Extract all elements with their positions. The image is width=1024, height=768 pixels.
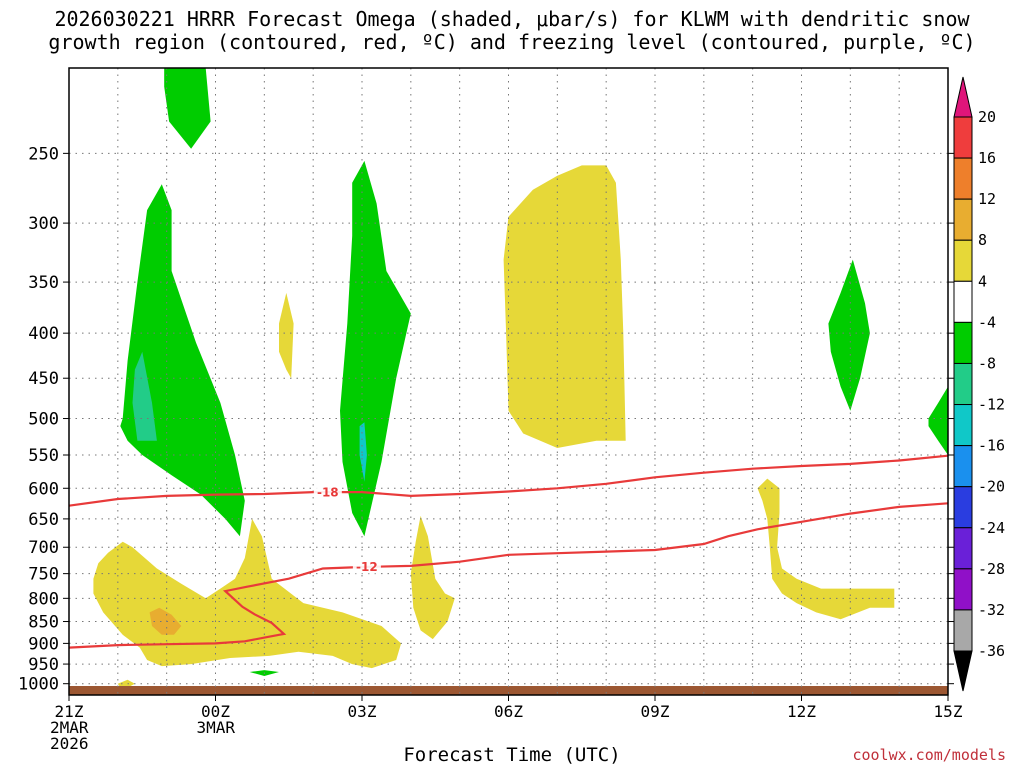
y-tick-label-1000: 1000	[18, 675, 59, 695]
colorbar-swatch-11	[953, 568, 973, 611]
colorbar-swatch-9	[953, 486, 973, 529]
y-axis-pressure-ticks: 2503003504004505005506006507007508008509…	[18, 144, 954, 695]
colorbar-swatch-8	[953, 445, 973, 488]
grid-lines	[69, 68, 948, 695]
omega-region-9	[279, 292, 294, 379]
y-tick-label-850: 850	[28, 613, 59, 633]
colorbar-swatch-3	[953, 239, 973, 282]
contour-line-0	[68, 454, 949, 507]
y-tick-label-800: 800	[28, 589, 59, 609]
y-tick-label-900: 900	[28, 634, 59, 654]
omega-region-1	[120, 184, 245, 537]
omega-shaded-regions	[93, 68, 948, 688]
colorbar-label-11: -28	[978, 560, 1005, 578]
omega-region-3	[340, 160, 411, 537]
omega-region-6	[928, 386, 948, 455]
x-tick-label-1-1: 3MAR	[197, 718, 236, 737]
y-tick-label-700: 700	[28, 538, 59, 558]
colorbar-swatch-6	[953, 362, 973, 406]
chart-title: 2026030221 HRRR Forecast Omega (shaded, …	[0, 8, 1024, 54]
colorbar-label-9: -20	[978, 478, 1005, 496]
source-credit: coolwx.com/models	[852, 746, 1006, 764]
colorbar-label-6: -8	[978, 354, 996, 372]
contour-label-0: -18	[317, 486, 339, 500]
omega-region-8	[503, 165, 626, 448]
colorbar-swatch-7	[953, 404, 973, 447]
y-tick-label-550: 550	[28, 446, 59, 466]
y-tick-label-750: 750	[28, 565, 59, 585]
colorbar-swatch-2	[953, 198, 973, 241]
omega-region-13	[410, 515, 455, 640]
x-tick-label-1-0: 00Z	[201, 702, 230, 721]
colorbar-label-8: -16	[978, 437, 1005, 455]
y-tick-label-350: 350	[28, 273, 59, 293]
colorbar-swatch-0	[953, 116, 973, 159]
x-tick-label-0-1: 2MAR	[50, 718, 89, 737]
x-tick-label-0-2: 2026	[50, 734, 89, 753]
colorbar: 20 16 12 8 4 -4 -8 -12 -16 -20 -24 -28 -32 -36	[953, 76, 1005, 692]
colorbar-label-13: -36	[978, 642, 1005, 660]
x-tick-label-6-0: 15Z	[934, 702, 963, 721]
colorbar-label-4: 4	[978, 272, 987, 290]
colorbar-label-0: 20	[978, 108, 996, 126]
colorbar-swatch-10	[953, 527, 973, 570]
y-tick-label-950: 950	[28, 655, 59, 675]
y-tick-label-250: 250	[28, 144, 59, 164]
colorbar-label-5: -4	[978, 313, 996, 331]
y-tick-label-300: 300	[28, 214, 59, 234]
colorbar-label-7: -12	[978, 396, 1005, 414]
chart-title-line-2: growth region (contoured, red, ºC) and f…	[48, 30, 976, 54]
colorbar-label-1: 16	[978, 149, 996, 167]
temperature-contours: -18 -12	[68, 454, 949, 649]
y-tick-label-400: 400	[28, 324, 59, 344]
colorbar-swatch-4	[953, 280, 973, 323]
colorbar-top-arrow	[953, 76, 973, 118]
omega-region-12	[117, 679, 135, 688]
colorbar-swatch-12	[953, 609, 973, 652]
terrain-ground-strip	[69, 686, 948, 695]
y-tick-label-650: 650	[28, 510, 59, 530]
colorbar-label-2: 12	[978, 190, 996, 208]
contour-label-bg-1	[352, 559, 381, 574]
colorbar-swatch-1	[953, 157, 973, 200]
omega-region-14	[757, 478, 895, 620]
y-tick-label-500: 500	[28, 410, 59, 430]
omega-region-4	[359, 422, 367, 482]
contour-label-bg-0	[313, 485, 342, 500]
y-tick-label-450: 450	[28, 369, 59, 389]
omega-region-0	[164, 68, 211, 149]
colorbar-label-12: -32	[978, 601, 1005, 619]
omega-region-5	[828, 259, 870, 411]
y-tick-label-600: 600	[28, 479, 59, 499]
omega-region-2	[132, 351, 157, 441]
x-tick-label-0-0: 21Z	[55, 702, 84, 721]
colorbar-label-3: 8	[978, 231, 987, 249]
colorbar-swatch-5	[953, 321, 973, 364]
x-tick-label-4-0: 09Z	[641, 702, 670, 721]
colorbar-bottom-arrow	[953, 650, 973, 692]
x-tick-label-2-0: 03Z	[348, 702, 377, 721]
x-axis-title: Forecast Time (UTC)	[403, 744, 621, 766]
omega-region-11	[149, 607, 182, 635]
x-tick-label-5-0: 12Z	[787, 702, 816, 721]
chart-title-line-1: 2026030221 HRRR Forecast Omega (shaded, …	[54, 7, 970, 31]
colorbar-label-10: -24	[978, 519, 1005, 537]
contour-label-1: -12	[356, 560, 378, 574]
x-tick-label-3-0: 06Z	[494, 702, 523, 721]
